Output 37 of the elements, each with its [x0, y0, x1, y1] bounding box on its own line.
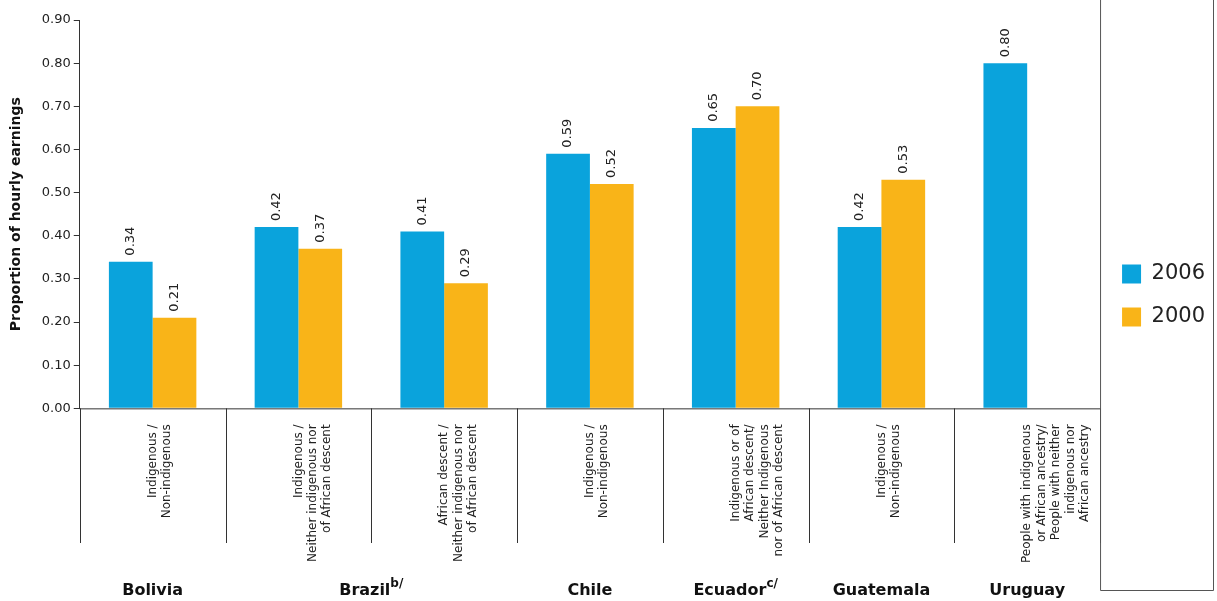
y-tick-label: 0.50 — [41, 183, 71, 199]
y-tick-label: 0.90 — [41, 11, 71, 27]
data-label: 0.29 — [457, 248, 473, 278]
x-tick-label: Indigenous / Non-indigenous — [873, 423, 902, 519]
data-label: 0.80 — [996, 28, 1012, 58]
data-label: 0.53 — [894, 144, 910, 174]
x-tick-label: Indigenous / Neither indigenous nor of African descent — [290, 423, 334, 562]
text: Chile — [567, 580, 613, 599]
y-tick-label: 0.40 — [41, 227, 71, 243]
y-tick-label: 0.20 — [41, 313, 71, 329]
data-label: 0.21 — [165, 282, 181, 312]
y-tick-label: 0.70 — [41, 97, 71, 113]
text: Bolivia — [122, 580, 184, 599]
x-tick-label: Indigenous or of African descent/ Neither Indigenous nor of African descent — [727, 423, 785, 557]
text: Uruguay — [989, 580, 1066, 599]
data-label: 0.37 — [311, 213, 327, 243]
y-tick-label: 0.10 — [41, 356, 71, 372]
data-label: 0.42 — [267, 192, 283, 222]
y-tick-label: 0.80 — [41, 54, 71, 70]
data-label: 0.34 — [122, 226, 138, 256]
y-axis-title: Proportion of hourly earnings — [7, 97, 24, 332]
data-label: 0.42 — [850, 192, 866, 222]
data-label: 0.70 — [748, 71, 764, 101]
legend-label: 2006 — [1151, 260, 1206, 285]
x-tick-label: Indigenous / Non-indigenous — [144, 423, 174, 519]
x-tick-label: African descent / Neither indigenous nor of African descent — [436, 423, 480, 562]
text: Guatemala — [832, 580, 931, 599]
y-tick-label: 0.30 — [41, 270, 71, 286]
legend-label: 2000 — [1151, 303, 1206, 328]
data-label: 0.65 — [705, 92, 721, 122]
data-label: 0.41 — [413, 196, 429, 226]
data-label: 0.52 — [603, 149, 619, 178]
x-tick-label: Indigenous / Non-indigenous — [582, 423, 611, 519]
y-tick-label: 0.60 — [41, 140, 71, 156]
y-tick-label: 0.00 — [41, 399, 71, 415]
data-label: 0.59 — [559, 118, 575, 148]
x-tick-label: People with indigenous or African ancestry/ People with neither indigenous nor African ancestry — [1019, 423, 1091, 564]
